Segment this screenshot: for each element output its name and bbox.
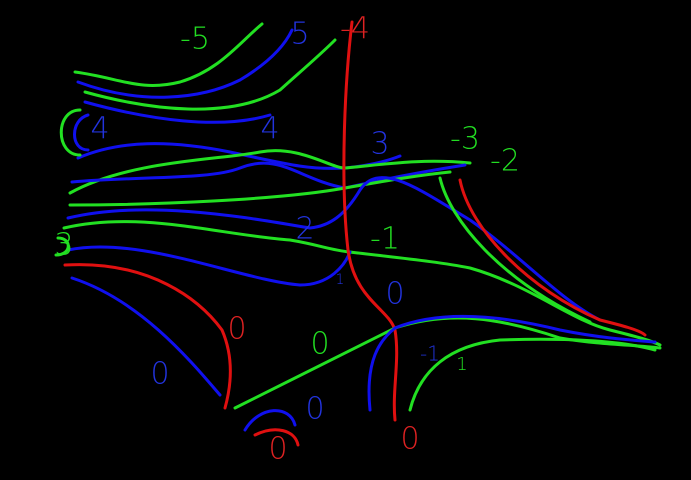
label: 3 xyxy=(54,228,73,263)
label: 0 xyxy=(150,357,169,392)
label: 3 xyxy=(370,127,389,162)
label: 0 xyxy=(385,277,404,312)
label: 4 xyxy=(90,112,109,147)
label: -3 xyxy=(450,122,480,157)
label: -5 xyxy=(180,22,210,57)
label: -2 xyxy=(490,144,520,179)
label: 1 xyxy=(456,354,467,375)
label: 0 xyxy=(310,327,329,362)
curves xyxy=(54,20,662,447)
label: 4 xyxy=(260,112,279,147)
label: -1 xyxy=(420,342,440,366)
label: 1 xyxy=(336,272,345,288)
label: 0 xyxy=(268,432,287,467)
label: 0 xyxy=(305,392,324,427)
label: 0 xyxy=(400,422,419,457)
label: -4 xyxy=(340,12,370,47)
label: 2 xyxy=(295,212,314,247)
label: 0 xyxy=(227,312,246,347)
label: 5 xyxy=(290,17,309,52)
label: -1 xyxy=(370,222,400,257)
